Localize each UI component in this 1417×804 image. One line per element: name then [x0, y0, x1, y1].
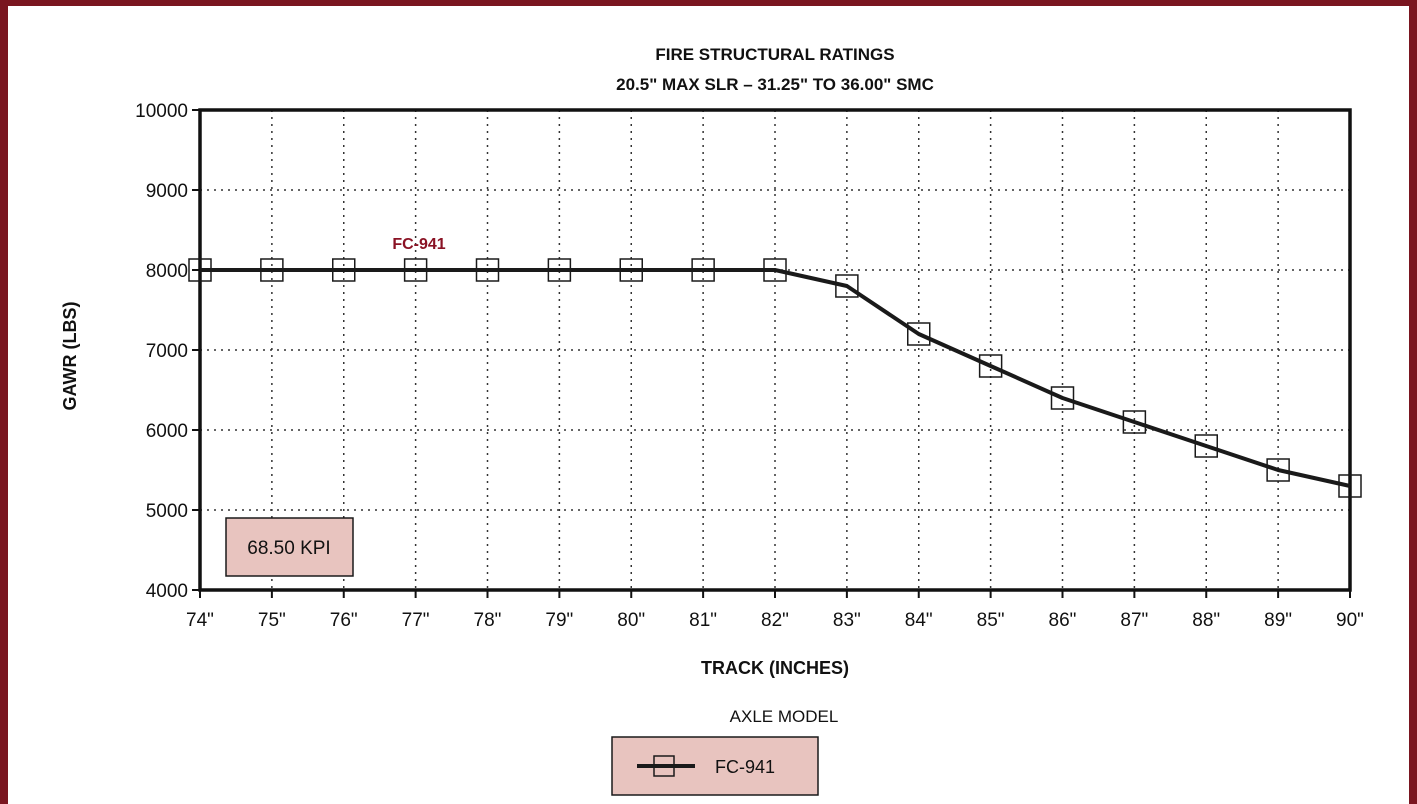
y-tick-label: 8000	[146, 261, 188, 282]
data-point-marker	[475, 258, 500, 282]
data-point-marker	[403, 258, 428, 282]
data-point-marker	[835, 274, 859, 298]
data-point-marker	[978, 354, 1003, 378]
kpi-text: 68.50 KPI	[247, 538, 330, 559]
data-point-marker	[1050, 386, 1075, 410]
y-tick-label: 9000	[146, 181, 188, 202]
data-point-marker	[188, 258, 212, 282]
x-tick-label: 76"	[330, 610, 358, 631]
legend-marker-swatch	[653, 755, 675, 777]
data-point-marker	[1122, 410, 1147, 434]
x-tick-label: 77"	[402, 610, 430, 631]
x-tick-label: 79"	[545, 610, 573, 631]
legend: FC-941	[611, 736, 819, 796]
x-tick-label: 74"	[186, 610, 214, 631]
data-point-marker	[1266, 458, 1290, 482]
y-tick-label: 10000	[135, 101, 188, 122]
data-point-marker	[1338, 474, 1362, 498]
series-fc-941	[188, 258, 1362, 498]
x-tick-label: 88"	[1192, 610, 1220, 631]
data-point-marker	[332, 258, 356, 282]
x-tick-label: 89"	[1264, 610, 1292, 631]
y-tick-label: 7000	[146, 341, 188, 362]
x-tick-label: 80"	[617, 610, 645, 631]
data-point-marker	[260, 258, 284, 282]
y-tick-label: 5000	[146, 501, 188, 522]
series-line	[200, 268, 1351, 488]
y-tick-label: 4000	[146, 581, 188, 602]
x-tick-label: 82"	[761, 610, 789, 631]
data-point-marker	[691, 258, 715, 282]
x-tick-label: 75"	[258, 610, 286, 631]
legend-entry-fc-941: FC-941	[715, 757, 775, 777]
data-point-marker	[763, 258, 787, 282]
data-point-marker	[1194, 434, 1218, 458]
chart-svg: FIRE STRUCTURAL RATINGS 20.5" MAX SLR – …	[60, 45, 1364, 796]
grid-lines	[200, 110, 1350, 590]
kpi-box: 68.50 KPI	[225, 517, 354, 577]
chart-subtitle: 20.5" MAX SLR – 31.25" TO 36.00" SMC	[616, 75, 934, 94]
legend-title: AXLE MODEL	[730, 707, 839, 726]
kpi-box-background	[225, 517, 354, 577]
x-tick-label: 81"	[689, 610, 717, 631]
x-tick-label: 90"	[1336, 610, 1364, 631]
x-tick-label: 85"	[977, 610, 1005, 631]
y-tick-labels: 4000 5000 6000 7000 8000 9000 10000	[135, 101, 200, 602]
x-tick-label: 87"	[1120, 610, 1148, 631]
data-point-marker	[619, 258, 643, 282]
data-point-marker	[547, 258, 572, 282]
x-tick-label: 86"	[1049, 610, 1077, 631]
x-tick-label: 83"	[833, 610, 861, 631]
data-point-marker	[907, 322, 931, 346]
series-label: FC-941	[392, 236, 445, 253]
x-tick-label: 84"	[905, 610, 933, 631]
y-axis-title: GAWR (LBS)	[60, 302, 80, 411]
x-tick-label: 78"	[474, 610, 502, 631]
y-tick-label: 6000	[146, 421, 188, 442]
x-tick-labels: 74" 75" 76" 77" 78" 79" 80" 81" 82" 83" 84" 85" 86" 8…	[186, 590, 1364, 631]
x-axis-title: TRACK (INCHES)	[701, 658, 849, 678]
chart-title: FIRE STRUCTURAL RATINGS	[655, 45, 894, 64]
